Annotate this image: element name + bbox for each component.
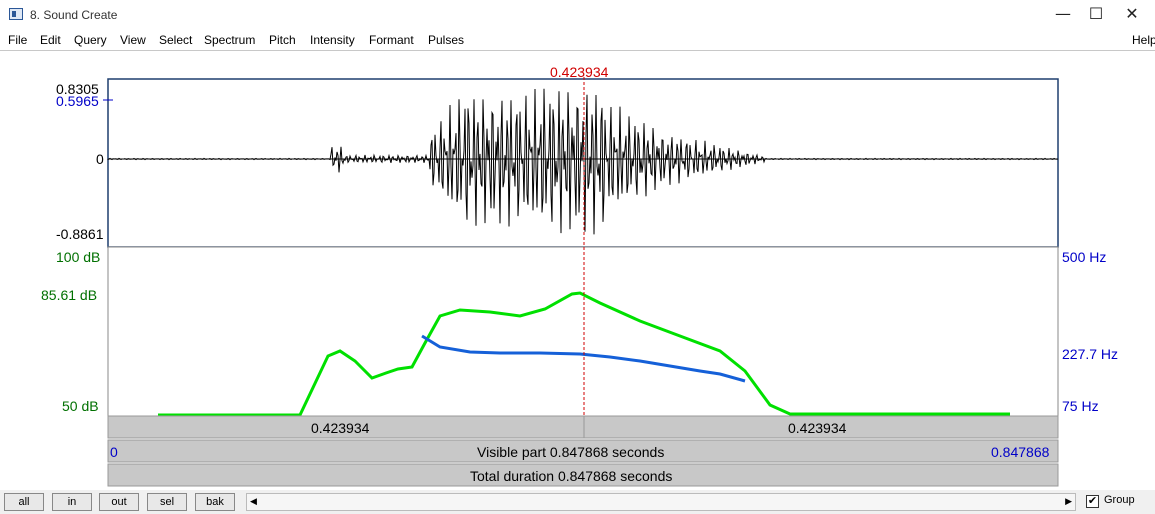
- menu-spectrum[interactable]: Spectrum: [204, 33, 256, 47]
- app-icon: [9, 8, 23, 20]
- zoom-selection-button[interactable]: sel: [147, 493, 187, 511]
- sound-editor-area[interactable]: 0.423934 0.8305 0.5965 0 -0.8861 100 dB …: [0, 50, 1155, 490]
- title-bar: 8. Sound Create — ☐ ✕: [0, 0, 1155, 30]
- menu-help[interactable]: Help: [1132, 33, 1155, 47]
- menu-select[interactable]: Select: [159, 33, 193, 47]
- maximize-icon[interactable]: ☐: [1088, 4, 1104, 23]
- menu-pitch[interactable]: Pitch: [269, 33, 296, 47]
- zoom-back-button[interactable]: bak: [195, 493, 235, 511]
- scroll-left-icon[interactable]: ◀: [250, 496, 257, 506]
- timebar-left-label: 0.423934: [311, 420, 370, 436]
- zoom-in-button[interactable]: in: [52, 493, 92, 511]
- bottom-toolbar: all in out sel bak ◀ ▶ ✔ Group: [0, 490, 1155, 514]
- zoom-out-button[interactable]: out: [99, 493, 139, 511]
- analysis-panel: [107, 246, 1059, 417]
- pitch-curve: [421, 334, 746, 383]
- minimize-icon[interactable]: —: [1055, 4, 1071, 23]
- menu-intensity[interactable]: Intensity: [310, 33, 355, 47]
- menu-file[interactable]: File: [8, 33, 28, 47]
- waveform-trace: [107, 88, 1059, 235]
- all-button[interactable]: all: [4, 493, 44, 511]
- visible-start-label: 0: [110, 444, 118, 460]
- editor-canvas[interactable]: [0, 51, 1155, 491]
- hz-bottom-label: 75 Hz: [1062, 398, 1099, 414]
- wave-selection-label: 0.5965: [56, 93, 99, 109]
- db-bottom-label: 50 dB: [62, 398, 99, 414]
- db-mid-label: 85.61 dB: [41, 287, 98, 303]
- window-title: 8. Sound Create: [30, 8, 118, 22]
- horizontal-scrollbar[interactable]: ◀ ▶: [246, 493, 1076, 511]
- wave-zero-label: 0: [96, 151, 104, 167]
- scroll-right-icon[interactable]: ▶: [1065, 496, 1072, 506]
- menu-bar: File Edit Query View Select Spectrum Pit…: [0, 30, 1155, 50]
- menu-view[interactable]: View: [120, 33, 146, 47]
- intensity-curve: [158, 291, 1010, 417]
- wave-min-label: -0.8861: [56, 226, 104, 242]
- menu-query[interactable]: Query: [74, 33, 107, 47]
- close-icon[interactable]: ✕: [1125, 4, 1139, 23]
- cursor-time-label: 0.423934: [550, 64, 609, 80]
- visible-end-label: 0.847868: [991, 444, 1050, 460]
- wave-max-label: 0.8305: [56, 81, 99, 97]
- menu-edit[interactable]: Edit: [40, 33, 61, 47]
- hz-top-label: 500 Hz: [1062, 249, 1107, 265]
- timebar-right[interactable]: [583, 415, 1059, 439]
- timebar-right-label: 0.423934: [788, 420, 847, 436]
- db-top-label: 100 dB: [56, 249, 101, 265]
- visible-part-bar[interactable]: [107, 439, 1059, 463]
- menu-formant[interactable]: Formant: [369, 33, 414, 47]
- total-duration-label: Total duration 0.847868 seconds: [470, 468, 673, 484]
- menu-pulses[interactable]: Pulses: [428, 33, 465, 47]
- group-checkbox[interactable]: ✔: [1086, 495, 1099, 508]
- hz-mid-label: 227.7 Hz: [1062, 346, 1119, 362]
- group-label: Group: [1104, 494, 1135, 506]
- total-duration-bar[interactable]: [107, 463, 1059, 487]
- waveform-panel: [107, 78, 1059, 248]
- visible-part-label: Visible part 0.847868 seconds: [477, 444, 665, 460]
